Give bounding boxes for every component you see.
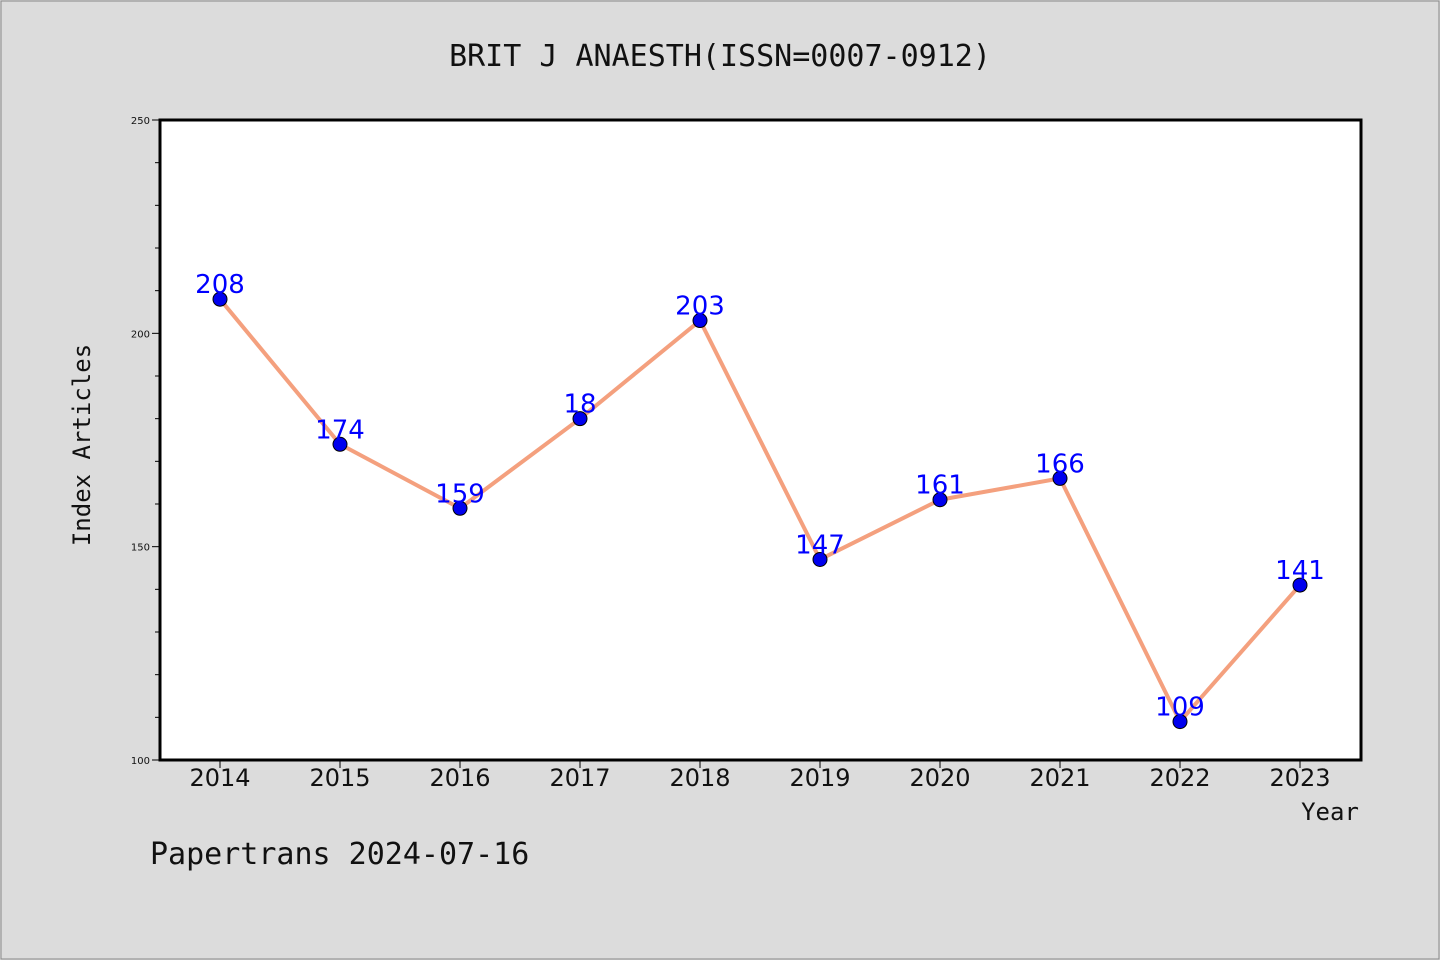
data-label: 141 [1275, 556, 1325, 586]
data-label: 109 [1155, 693, 1205, 723]
y-axis: 100 150 200 250 [131, 116, 160, 767]
x-axis-label: Year [1301, 798, 1359, 826]
series-line-group [218, 297, 1302, 724]
x-tick-label: 2021 [1029, 764, 1090, 792]
x-tick-label: 2015 [309, 764, 370, 792]
x-tick-label: 2014 [189, 764, 250, 792]
data-label: 203 [675, 292, 725, 322]
data-label: 208 [195, 270, 245, 300]
x-tick-label: 2016 [429, 764, 490, 792]
chart-title: BRIT J ANAESTH(ISSN=0007-0912) [449, 39, 991, 74]
data-label: 18 [563, 390, 596, 420]
x-axis: 2014 2015 2016 2017 2018 2019 2020 2021 2022 2023 [189, 760, 1331, 792]
data-label: 147 [795, 530, 845, 560]
data-point [1172, 714, 1188, 730]
series-line [218, 297, 1302, 724]
data-point [212, 291, 228, 307]
data-point [332, 436, 348, 452]
data-label: 174 [315, 415, 365, 445]
data-label: 159 [435, 479, 485, 509]
watermark-text: Papertrans 2024-07-16 [150, 837, 529, 872]
data-point [572, 411, 588, 427]
x-tick-label: 2023 [1269, 764, 1330, 792]
data-point [452, 500, 468, 516]
y-axis-label: Index Articles [68, 344, 96, 546]
x-tick-label: 2017 [549, 764, 610, 792]
x-tick-label: 2022 [1149, 764, 1210, 792]
y-tick-label: 250 [131, 116, 150, 127]
y-tick-label: 100 [131, 756, 150, 767]
y-tick-label: 200 [131, 329, 150, 340]
x-tick-label: 2019 [789, 764, 850, 792]
x-tick-label: 2020 [909, 764, 970, 792]
y-tick-label: 150 [131, 543, 150, 554]
data-point [932, 492, 948, 508]
x-tick-label: 2018 [669, 764, 730, 792]
plot-area [158, 118, 1363, 762]
data-point [812, 551, 828, 567]
data-labels-group: 208 174 159 18 203 147 161 166 109 141 [195, 270, 1325, 722]
data-point [1052, 470, 1068, 486]
series-points-group [212, 291, 1308, 730]
data-point [1292, 577, 1308, 593]
data-label: 161 [915, 471, 965, 501]
data-label: 166 [1035, 449, 1085, 479]
data-point [692, 313, 708, 329]
